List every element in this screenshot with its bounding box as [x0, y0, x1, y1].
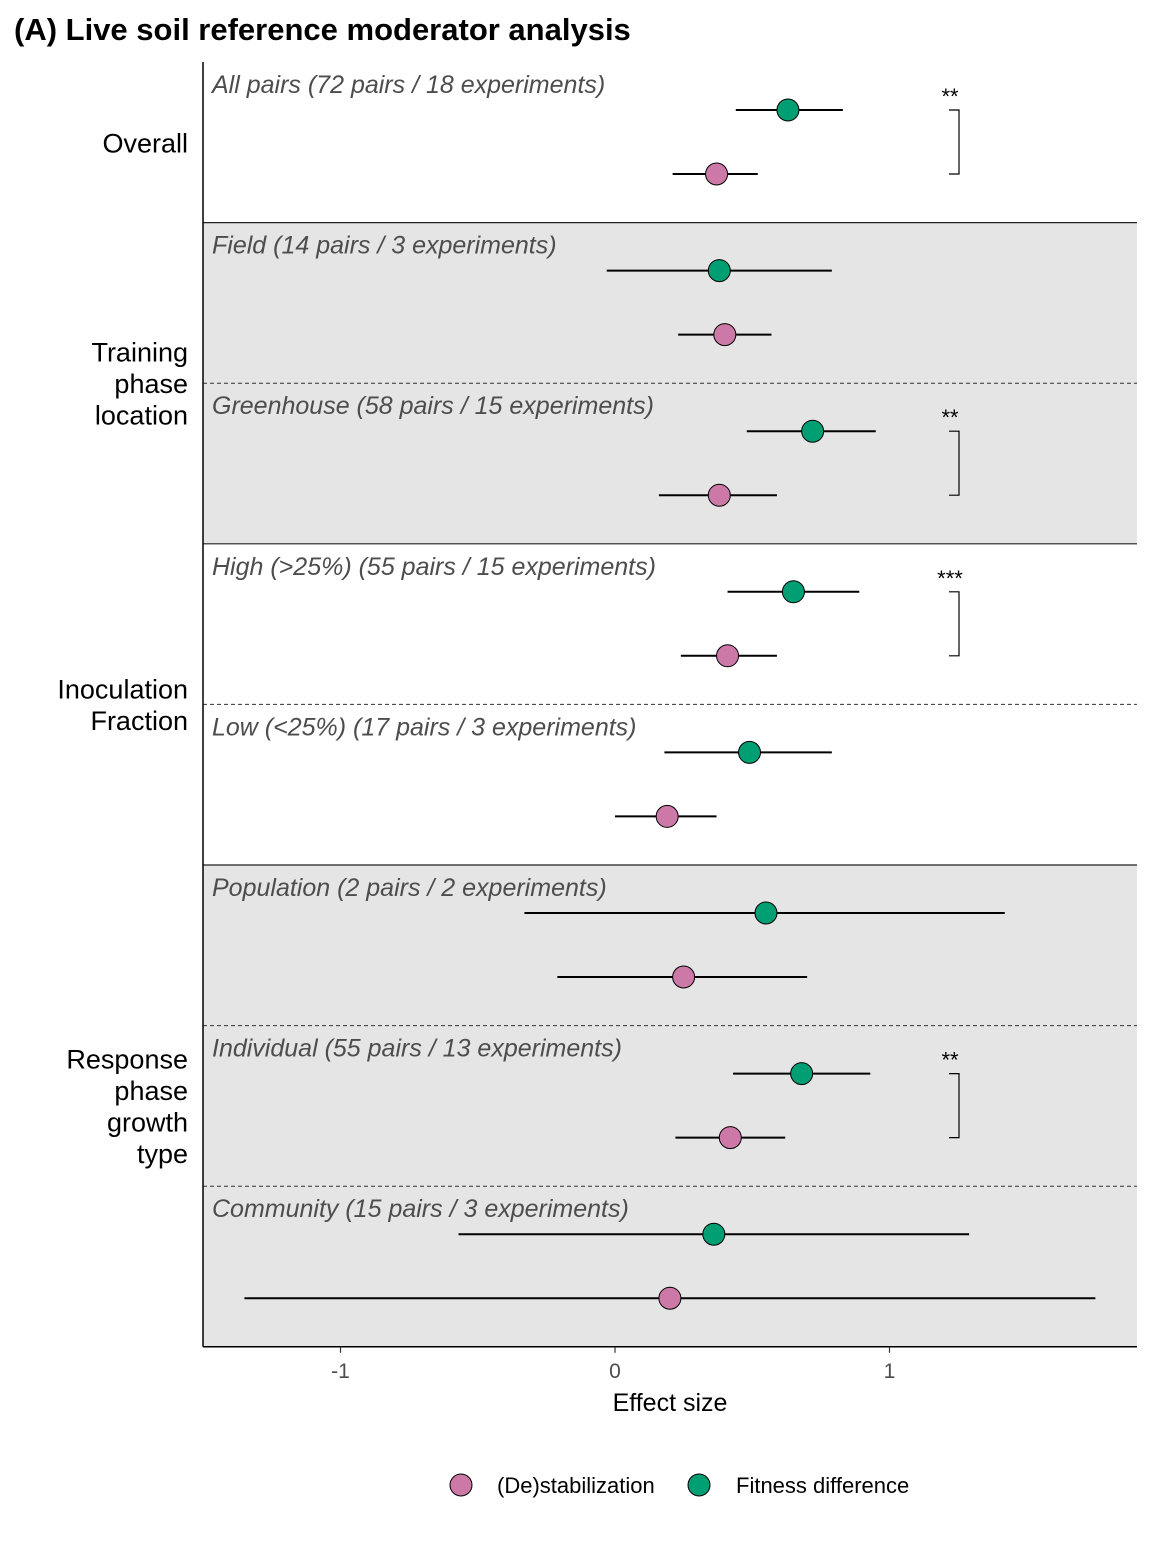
- fitness-difference-point: [707, 259, 731, 283]
- group-label-line: phase: [114, 369, 188, 399]
- row-label: All pairs (72 pairs / 18 experiments): [210, 71, 605, 99]
- x-axis-title: Effect size: [613, 1389, 728, 1417]
- row-label: Field (14 pairs / 3 experiments): [212, 232, 557, 260]
- destabilization-point: [716, 644, 740, 668]
- group-panel-background: [203, 865, 1137, 1347]
- group-label-line: Inoculation: [57, 675, 188, 705]
- significance-bracket: [949, 109, 960, 175]
- significance-stars: **: [941, 405, 959, 430]
- chart-title: (A) Live soil reference moderator analys…: [14, 12, 631, 47]
- fitness-difference-point: [801, 419, 825, 443]
- x-axis-ticks: -1 0 1: [331, 1346, 896, 1383]
- row-dividers: [203, 222, 1137, 1187]
- significance-bracket: [949, 591, 960, 657]
- fitness-difference-point: [754, 901, 778, 925]
- legend-label: (De)stabilization: [497, 1473, 655, 1498]
- x-tick-label: -1: [331, 1360, 350, 1383]
- axes: [202, 62, 1137, 1348]
- group-labels: OverallTrainingphaselocationInoculationF…: [57, 128, 188, 1169]
- significance-bracket: [949, 1073, 960, 1139]
- destabilization-point: [707, 483, 731, 507]
- group-label-line: growth: [107, 1108, 188, 1138]
- group-label-line: Training: [91, 338, 188, 368]
- row-label: Population (2 pairs / 2 experiments): [212, 874, 607, 902]
- legend-swatch: [687, 1473, 711, 1497]
- destabilization-point: [672, 965, 696, 989]
- group-label-line: Overall: [102, 128, 188, 158]
- row-label: High (>25%) (55 pairs / 15 experiments): [212, 553, 656, 581]
- row-label: Community (15 pairs / 3 experiments): [212, 1195, 629, 1223]
- group-label-line: type: [137, 1139, 188, 1169]
- group-label-line: location: [95, 401, 188, 431]
- significance-stars: ***: [937, 566, 963, 591]
- legend-swatch: [449, 1473, 473, 1497]
- row-label: Low (<25%) (17 pairs / 3 experiments): [212, 713, 637, 741]
- legend-label: Fitness difference: [736, 1473, 909, 1498]
- group-label-line: phase: [114, 1076, 188, 1106]
- group-label-line: Fraction: [90, 706, 188, 736]
- x-tick-label: 1: [884, 1360, 896, 1383]
- confidence-intervals: [244, 109, 1096, 1300]
- fitness-difference-point: [776, 98, 800, 122]
- row-label: Greenhouse (58 pairs / 15 experiments): [212, 392, 654, 420]
- destabilization-point: [658, 1286, 682, 1310]
- fitness-difference-point: [790, 1062, 814, 1086]
- destabilization-point: [655, 804, 679, 828]
- fitness-difference-point: [738, 740, 762, 764]
- destabilization-point: [705, 162, 729, 186]
- legend: (De)stabilization Fitness difference: [449, 1473, 909, 1498]
- significance-bracket: [949, 430, 960, 496]
- significance-stars: **: [941, 1048, 959, 1073]
- row-labels: All pairs (72 pairs / 18 experiments) Fie…: [210, 71, 656, 1223]
- fitness-difference-point: [781, 580, 805, 604]
- group-label-line: Response: [66, 1045, 188, 1075]
- x-tick-label: 0: [609, 1360, 621, 1383]
- significance-stars: **: [941, 84, 959, 109]
- row-label: Individual (55 pairs / 13 experiments): [212, 1035, 622, 1063]
- destabilization-point: [718, 1126, 742, 1150]
- significance-annotations: *********: [937, 84, 963, 1139]
- fitness-difference-point: [702, 1222, 726, 1246]
- destabilization-point: [713, 323, 737, 347]
- point-estimates: [655, 98, 825, 1310]
